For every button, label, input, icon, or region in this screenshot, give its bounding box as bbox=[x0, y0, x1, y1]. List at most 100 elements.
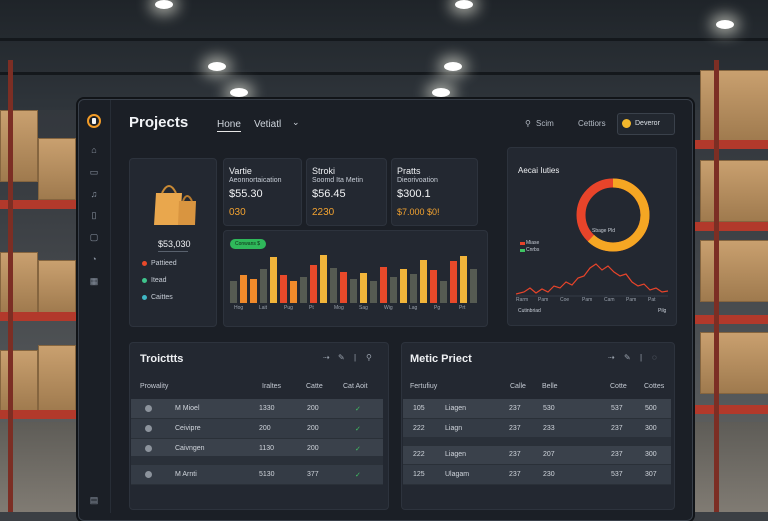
app-logo-icon[interactable] bbox=[87, 114, 101, 128]
chevron-down-icon[interactable]: ⌄ bbox=[292, 117, 300, 127]
row-id: 125 bbox=[413, 471, 425, 478]
x-tick-label: Hog bbox=[234, 305, 244, 311]
table-row[interactable]: 222 Liagen 237 207 237 300 bbox=[403, 445, 671, 465]
nav-tab-vertical[interactable]: Vetiatl bbox=[254, 119, 282, 130]
divider-icon: | bbox=[354, 353, 357, 362]
ceiling-light bbox=[155, 0, 173, 9]
edit-icon[interactable]: ✎ bbox=[338, 353, 345, 362]
bar bbox=[330, 268, 337, 303]
table-row[interactable]: 125 Ulagam 237 230 537 307 bbox=[403, 465, 671, 485]
column-header[interactable]: Belle bbox=[542, 383, 558, 390]
clock-icon[interactable]: ◔ bbox=[91, 254, 97, 264]
row-value: 200 bbox=[307, 445, 319, 452]
rack-shelf bbox=[0, 410, 78, 419]
rack-shelf bbox=[0, 312, 78, 321]
ceiling bbox=[0, 0, 768, 110]
cardboard-box bbox=[38, 260, 76, 314]
stat-value: $300.1 bbox=[397, 188, 431, 200]
table-title: Metic Priect bbox=[410, 353, 472, 365]
cardboard-box bbox=[0, 350, 38, 412]
column-header[interactable]: Catte bbox=[306, 383, 323, 390]
table-row[interactable]: 222 Liagn 237 233 237 300 bbox=[403, 419, 671, 439]
bar-chart bbox=[230, 253, 480, 303]
legend-label: Caittes bbox=[151, 294, 173, 301]
table-title: Troicttts bbox=[140, 353, 184, 365]
x-tick-label: Pg bbox=[434, 305, 441, 311]
user-menu-button[interactable]: Deveror bbox=[617, 113, 675, 135]
bar bbox=[260, 269, 267, 303]
column-header[interactable]: Prowality bbox=[140, 383, 169, 390]
grid-icon[interactable]: ▦ bbox=[89, 276, 99, 286]
table-row[interactable]: M Arnti 5130 377 ✓ bbox=[131, 465, 383, 485]
bar bbox=[470, 269, 477, 303]
column-header[interactable]: Cotte bbox=[610, 383, 627, 390]
info-icon[interactable]: ◌ bbox=[652, 353, 657, 362]
row-radio[interactable] bbox=[145, 425, 152, 432]
row-value: 307 bbox=[645, 471, 657, 478]
stat-sub: Dieorivoation bbox=[397, 177, 438, 184]
trend-axis: Rarm Pam Coe Pam Cam Pam Pat bbox=[516, 297, 668, 305]
rack-shelf bbox=[692, 315, 768, 324]
bar bbox=[310, 264, 317, 303]
stat-label: Vartie bbox=[229, 166, 252, 176]
settings-icon[interactable]: ▤ bbox=[89, 495, 99, 505]
x-tick-label: Coe bbox=[560, 297, 570, 303]
nav-tab-home[interactable]: Hone bbox=[217, 119, 241, 132]
document-icon[interactable]: ▯ bbox=[91, 210, 97, 220]
sort-icon[interactable]: ⇢ bbox=[323, 353, 330, 362]
calendar-icon[interactable]: ▢ bbox=[89, 232, 99, 242]
home-icon[interactable]: ⌂ bbox=[91, 145, 97, 155]
x-tick-label: Rarm bbox=[516, 297, 529, 303]
column-header[interactable]: Iraltes bbox=[262, 383, 282, 390]
ceiling-light bbox=[444, 62, 462, 71]
table-row[interactable]: 105 Liagen 237 530 537 500 bbox=[403, 399, 671, 419]
row-radio[interactable] bbox=[145, 405, 152, 412]
x-tick-label: Wig bbox=[384, 305, 393, 311]
bar bbox=[400, 269, 407, 303]
search-label[interactable]: Scim bbox=[536, 119, 554, 128]
legend-label: Miase bbox=[526, 240, 540, 246]
bar bbox=[320, 255, 327, 303]
sort-icon[interactable]: ⇢ bbox=[608, 353, 615, 362]
icon-sidebar: ⌂ ▭ ♫ ▯ ▢ ◔ ▦ ▤ bbox=[79, 100, 111, 513]
row-value: 200 bbox=[307, 405, 319, 412]
x-tick-label: Sag bbox=[359, 305, 368, 311]
settings-label[interactable]: Cettiors bbox=[578, 119, 606, 128]
row-value: 1130 bbox=[259, 445, 275, 452]
cardboard-box bbox=[38, 138, 76, 200]
rack-shelf bbox=[692, 222, 768, 231]
row-radio[interactable] bbox=[145, 471, 152, 478]
ceiling-light bbox=[455, 0, 473, 9]
dashboard-screen: ⌂ ▭ ♫ ▯ ▢ ◔ ▦ ▤ Projects Hone Vetiatl ⌄ … bbox=[78, 99, 693, 521]
shelving-rack-right bbox=[692, 60, 768, 512]
bar bbox=[370, 281, 377, 303]
x-tick-label: Pam bbox=[626, 297, 637, 303]
check-icon: ✓ bbox=[355, 426, 361, 433]
row-value: 537 bbox=[611, 471, 623, 478]
search-icon[interactable]: ⚲ bbox=[525, 119, 531, 128]
search-icon[interactable]: ⚲ bbox=[366, 353, 372, 362]
table-row[interactable]: M Mioel 1330 200 ✓ bbox=[131, 399, 383, 419]
folder-icon[interactable]: ▭ bbox=[89, 167, 99, 177]
cardboard-box bbox=[0, 252, 38, 314]
row-name: Liagen bbox=[445, 405, 467, 412]
bar bbox=[450, 260, 457, 303]
row-radio[interactable] bbox=[145, 445, 152, 452]
table-row[interactable]: Ceivipre 200 200 ✓ bbox=[131, 419, 383, 439]
x-tick-label: Pt bbox=[309, 305, 314, 311]
bar bbox=[240, 275, 247, 303]
column-header[interactable]: Calle bbox=[510, 383, 526, 390]
column-header[interactable]: Fertufiuy bbox=[410, 383, 438, 390]
stat-label: Pratts bbox=[397, 166, 421, 176]
column-header[interactable]: Cat Aoit bbox=[343, 383, 368, 390]
bell-icon[interactable]: ♫ bbox=[90, 189, 98, 199]
donut-title: Aecai Iuties bbox=[518, 166, 560, 175]
row-value: 377 bbox=[307, 471, 319, 478]
row-value: 237 bbox=[509, 425, 521, 432]
stat-sub: Aeonnortaication bbox=[229, 177, 282, 184]
row-id: 222 bbox=[413, 425, 425, 432]
edit-icon[interactable]: ✎ bbox=[624, 353, 631, 362]
shopping-bag-icon bbox=[154, 185, 196, 225]
column-header[interactable]: Cottes bbox=[644, 383, 665, 390]
row-id: 105 bbox=[413, 405, 425, 412]
